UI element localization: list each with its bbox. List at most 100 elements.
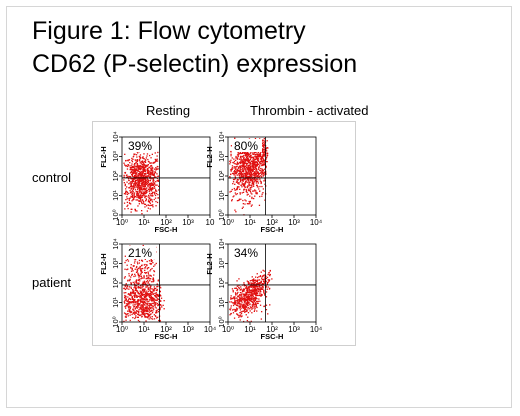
data-point xyxy=(262,144,264,146)
data-point xyxy=(237,314,239,316)
data-point xyxy=(247,155,249,157)
data-point xyxy=(260,280,263,282)
x-tick-label: 10¹ xyxy=(138,218,150,227)
data-point xyxy=(254,155,256,157)
data-point xyxy=(148,313,150,315)
data-point xyxy=(126,196,128,198)
data-point xyxy=(124,316,127,318)
data-point xyxy=(140,272,142,274)
data-point xyxy=(133,194,136,196)
data-point xyxy=(152,204,154,206)
data-point xyxy=(134,299,136,301)
data-point xyxy=(251,171,254,173)
data-point xyxy=(236,285,238,287)
data-point xyxy=(141,292,143,294)
data-point xyxy=(151,260,153,262)
data-point xyxy=(253,283,255,285)
data-point xyxy=(152,279,155,281)
data-point xyxy=(251,299,253,301)
data-point xyxy=(234,172,236,174)
data-point xyxy=(148,170,150,172)
data-point xyxy=(246,171,248,173)
data-point xyxy=(132,172,134,174)
data-point xyxy=(254,175,256,177)
data-point xyxy=(136,307,138,309)
data-point xyxy=(123,287,125,290)
data-point xyxy=(156,286,158,288)
data-point xyxy=(146,313,148,315)
data-point xyxy=(249,187,251,189)
data-point xyxy=(259,175,262,177)
data-point xyxy=(157,280,159,282)
data-point xyxy=(151,204,153,207)
data-point xyxy=(250,289,252,291)
data-point xyxy=(135,266,138,269)
data-point xyxy=(253,164,255,166)
data-point xyxy=(263,144,265,146)
data-point xyxy=(248,282,251,284)
data-point xyxy=(244,166,246,169)
data-point xyxy=(126,288,128,290)
data-point xyxy=(134,167,136,169)
data-point xyxy=(130,203,132,205)
data-point xyxy=(150,162,152,164)
data-point xyxy=(140,270,142,273)
data-point xyxy=(235,193,237,196)
data-point xyxy=(256,310,258,312)
data-point xyxy=(136,165,138,167)
data-point xyxy=(134,292,136,294)
data-point xyxy=(158,319,160,322)
data-point xyxy=(147,164,149,166)
data-point xyxy=(244,308,246,310)
data-point xyxy=(144,189,146,191)
data-point xyxy=(123,193,126,195)
data-point xyxy=(247,168,249,171)
data-point xyxy=(146,210,148,212)
data-point xyxy=(132,281,134,284)
data-point xyxy=(234,303,236,305)
data-point xyxy=(248,289,250,291)
data-point xyxy=(125,292,127,294)
data-point xyxy=(239,309,242,311)
data-point xyxy=(137,301,139,303)
data-point xyxy=(241,162,243,164)
data-point xyxy=(152,167,154,169)
data-point xyxy=(234,176,237,179)
data-point xyxy=(252,151,254,153)
data-point xyxy=(150,278,152,280)
data-point xyxy=(132,292,134,294)
data-point xyxy=(239,168,241,170)
data-point xyxy=(260,169,262,172)
data-point xyxy=(129,307,131,310)
data-point xyxy=(143,163,145,165)
data-point xyxy=(239,298,241,300)
data-point xyxy=(142,281,144,283)
data-point xyxy=(130,276,132,278)
data-point xyxy=(144,196,146,199)
data-point xyxy=(136,265,138,268)
data-point xyxy=(145,159,147,161)
data-point xyxy=(250,282,252,284)
data-point xyxy=(144,164,146,166)
data-point xyxy=(258,166,260,168)
data-point xyxy=(264,154,266,156)
data-point xyxy=(158,311,160,313)
data-point xyxy=(262,145,265,148)
data-point xyxy=(240,155,242,157)
data-point xyxy=(156,298,159,300)
data-point xyxy=(261,174,263,176)
data-point xyxy=(263,280,265,282)
data-point xyxy=(157,285,159,288)
data-point xyxy=(141,184,143,186)
data-point xyxy=(142,294,144,297)
data-point xyxy=(130,282,132,284)
data-point xyxy=(241,311,243,313)
data-point xyxy=(147,317,149,319)
data-point xyxy=(126,268,128,271)
data-point xyxy=(136,194,138,196)
data-point xyxy=(137,170,139,172)
data-point xyxy=(159,290,161,292)
data-point xyxy=(144,174,146,176)
data-point xyxy=(155,176,157,178)
data-point xyxy=(139,200,141,202)
